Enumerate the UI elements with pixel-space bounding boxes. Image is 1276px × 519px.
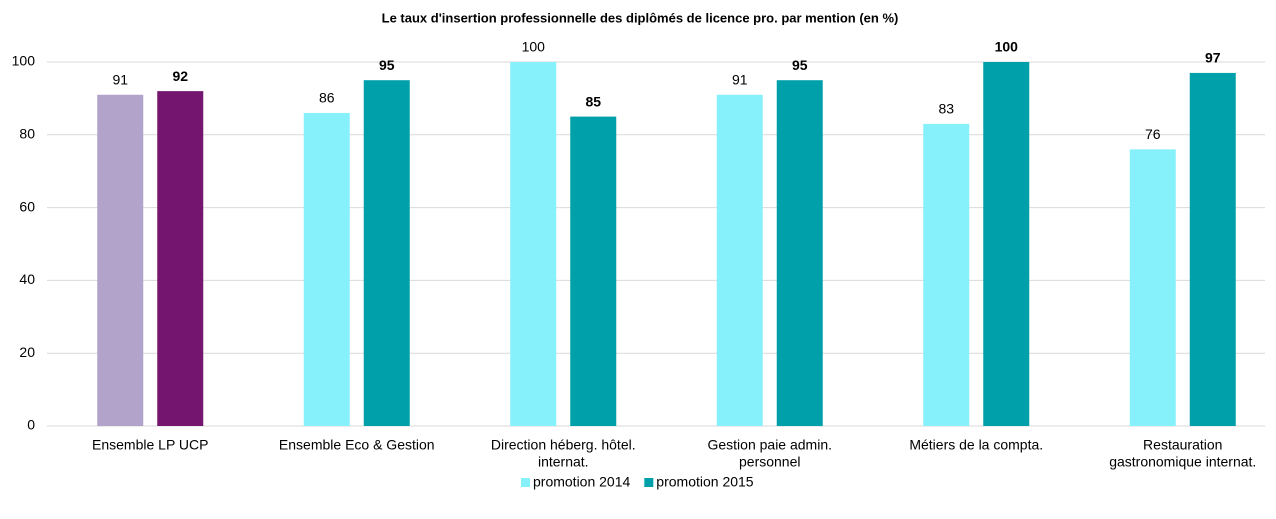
- value-label: 95: [379, 57, 395, 73]
- bar: [923, 123, 970, 426]
- legend-swatch: [644, 478, 654, 487]
- value-label: 83: [938, 101, 954, 117]
- bar: [363, 80, 410, 426]
- bar: [716, 94, 763, 426]
- bar: [303, 112, 350, 427]
- value-label: 76: [1145, 126, 1161, 142]
- bar: [510, 62, 557, 426]
- x-tick-label: Métiers de la compta.: [909, 437, 1043, 453]
- x-tick-label: internat.: [538, 454, 589, 470]
- y-tick-label: 60: [19, 198, 35, 214]
- x-tick-label: Restauration: [1143, 437, 1222, 453]
- x-tick-label: Gestion paie admin.: [707, 437, 832, 453]
- bar: [570, 116, 617, 426]
- legend-swatch: [521, 478, 530, 487]
- y-tick-label: 20: [19, 344, 35, 360]
- bar: [1189, 72, 1236, 427]
- x-tick-label: gastronomique internat.: [1109, 454, 1256, 470]
- legend-label: promotion 2015: [656, 474, 754, 490]
- x-tick-label: Ensemble LP UCP: [92, 437, 208, 453]
- bar: [97, 94, 144, 426]
- legend-label: promotion 2014: [533, 474, 631, 490]
- y-tick-label: 80: [19, 126, 35, 142]
- value-label: 91: [732, 71, 748, 87]
- y-tick-label: 40: [19, 271, 35, 287]
- value-label: 92: [172, 68, 188, 84]
- y-tick-label: 100: [12, 53, 36, 69]
- bar: [983, 62, 1030, 426]
- value-label: 95: [792, 57, 808, 73]
- value-label: 100: [995, 39, 1019, 55]
- bar: [776, 80, 823, 426]
- value-label: 91: [112, 71, 128, 87]
- bar: [157, 91, 204, 427]
- value-label: 86: [319, 90, 335, 106]
- x-tick-label: personnel: [739, 454, 801, 470]
- chart-title: Le taux d'insertion professionnelle des …: [382, 10, 899, 25]
- y-tick-label: 0: [27, 417, 35, 433]
- value-label: 85: [585, 93, 601, 109]
- bar: [1129, 149, 1176, 427]
- x-tick-label: Direction héberg. hôtel.: [491, 437, 636, 453]
- x-tick-label: Ensemble Eco & Gestion: [279, 437, 435, 453]
- value-label: 100: [522, 39, 546, 55]
- value-label: 97: [1205, 50, 1221, 66]
